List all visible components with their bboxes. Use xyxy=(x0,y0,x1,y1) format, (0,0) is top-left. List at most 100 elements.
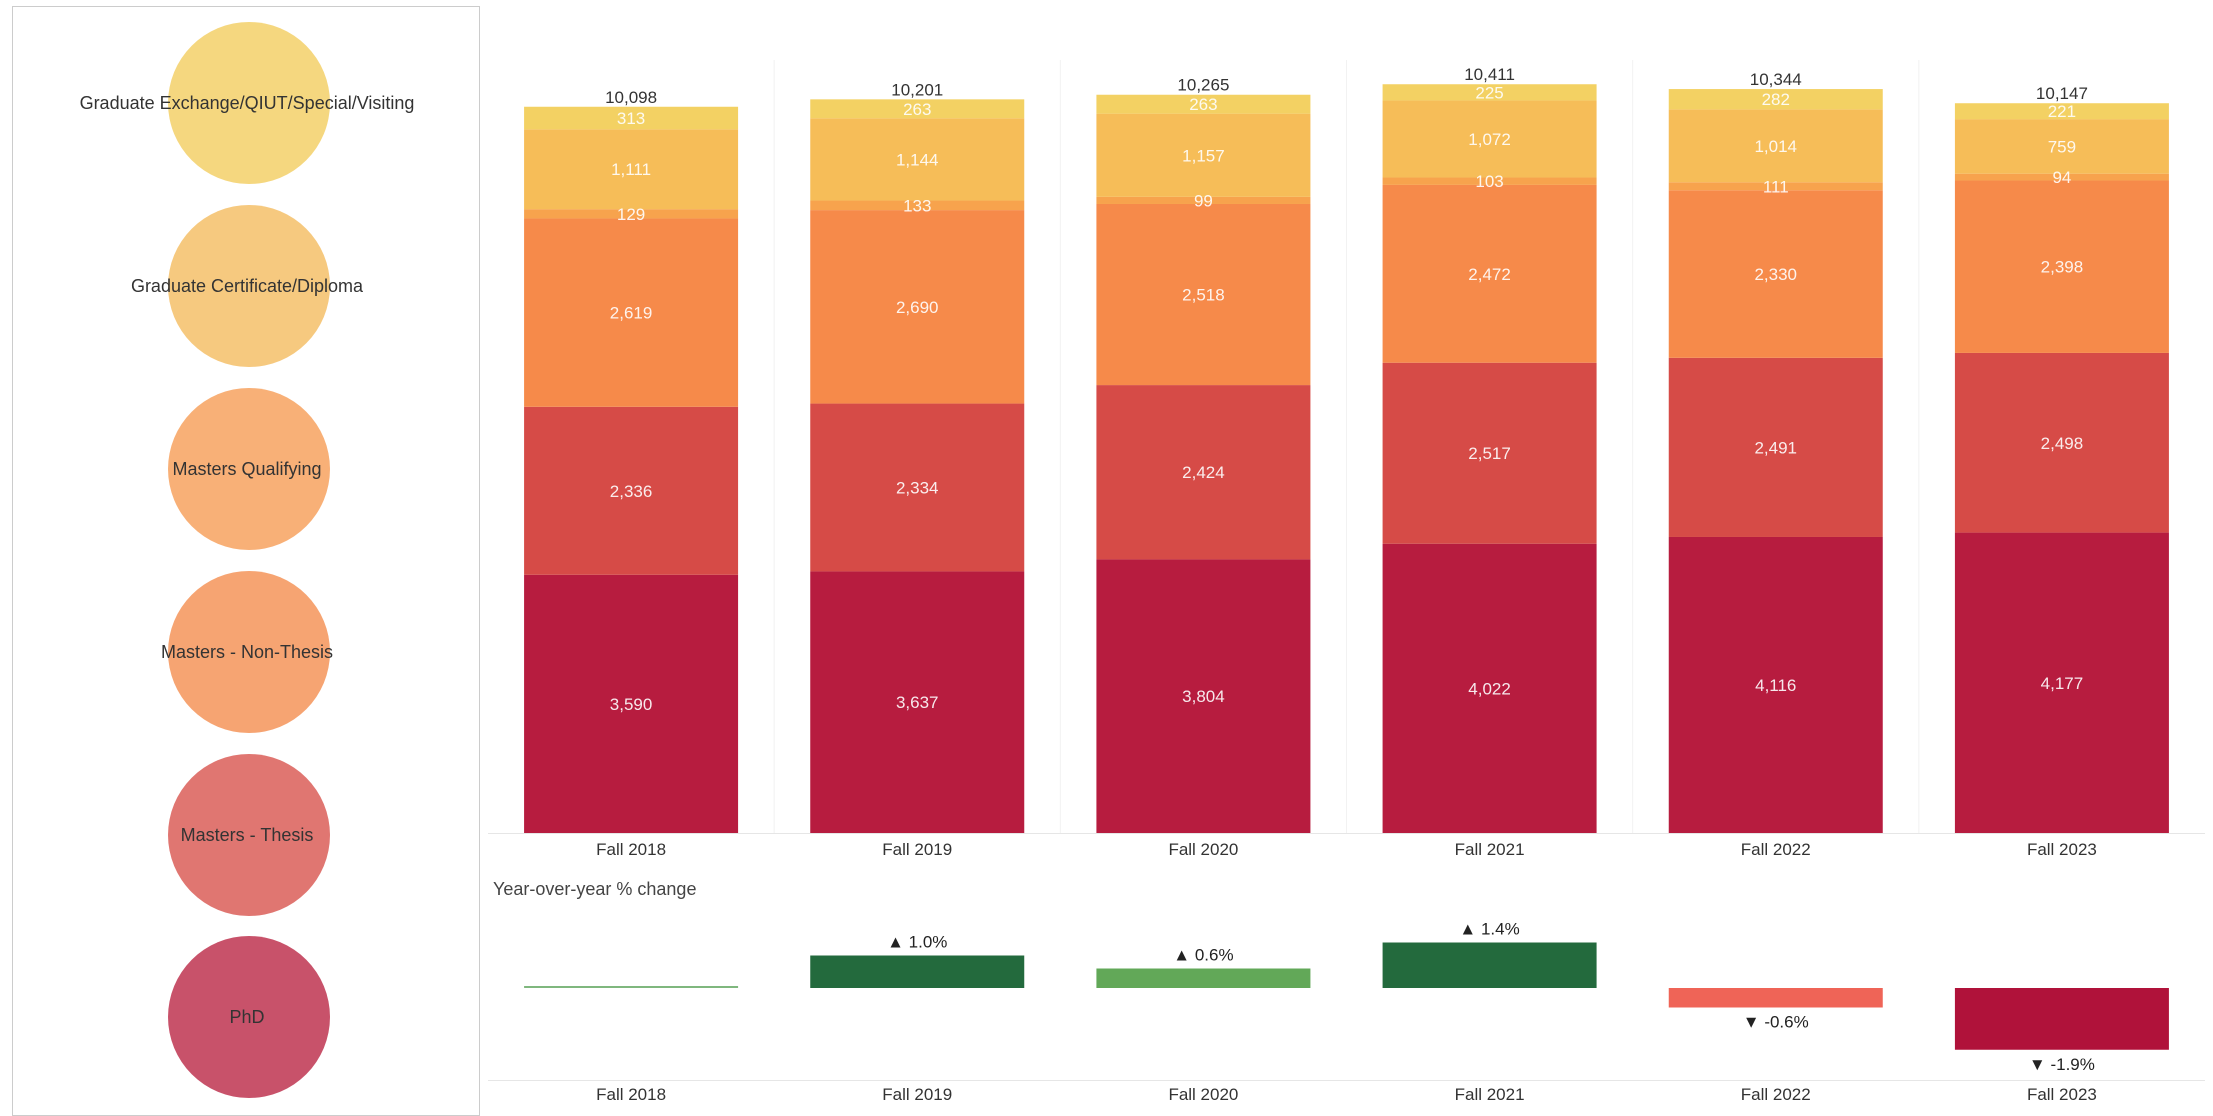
bar-segment[interactable] xyxy=(1954,173,2169,181)
legend-label: Graduate Certificate/Diploma xyxy=(130,276,364,296)
bar-segment[interactable] xyxy=(1096,385,1311,560)
segment-value-label: 2,330 xyxy=(1754,265,1797,284)
legend-item[interactable]: Masters - Thesis xyxy=(13,754,481,916)
yoy-x-tick-label: Fall 2020 xyxy=(1168,1085,1238,1104)
bar-segment[interactable] xyxy=(1668,182,1883,191)
segment-value-label: 2,472 xyxy=(1468,265,1511,284)
bar-segment[interactable] xyxy=(1382,184,1597,363)
segment-value-label: 263 xyxy=(903,100,931,119)
bar-segment[interactable] xyxy=(810,99,1025,119)
x-tick-label: Fall 2022 xyxy=(1741,840,1811,859)
yoy-chart-title: Year-over-year % change xyxy=(493,879,696,899)
bar-segment[interactable] xyxy=(1382,543,1597,833)
bar-segment[interactable] xyxy=(1954,180,2169,353)
bar-segment[interactable] xyxy=(1382,177,1597,185)
bar-segment[interactable] xyxy=(1954,532,2169,833)
segment-value-label: 4,116 xyxy=(1755,676,1796,695)
bar-segment[interactable] xyxy=(524,129,739,210)
segment-value-label: 2,336 xyxy=(610,482,653,501)
bar-segment[interactable] xyxy=(524,406,739,575)
bar-segment[interactable] xyxy=(1668,109,1883,183)
segment-value-label: 225 xyxy=(1475,83,1503,102)
segment-value-label: 1,144 xyxy=(896,150,939,169)
segment-value-label: 313 xyxy=(617,109,645,128)
segment-value-label: 99 xyxy=(1194,191,1213,210)
bar-segment[interactable] xyxy=(810,118,1025,201)
yoy-x-tick-label: Fall 2019 xyxy=(882,1085,952,1104)
legend-item[interactable]: Masters - Non-Thesis xyxy=(13,571,481,733)
x-tick-label: Fall 2023 xyxy=(2027,840,2097,859)
bar-segment[interactable] xyxy=(1668,536,1883,833)
yoy-bar[interactable] xyxy=(1382,942,1597,989)
bar-segment[interactable] xyxy=(524,106,739,130)
legend-label: Masters Qualifying xyxy=(172,459,322,479)
segment-value-label: 221 xyxy=(2048,102,2076,121)
bar-segment[interactable] xyxy=(810,403,1025,572)
bar-segment[interactable] xyxy=(1096,94,1311,114)
legend-item[interactable]: Masters Qualifying xyxy=(13,388,481,550)
bar-segment[interactable] xyxy=(1954,119,2169,174)
legend-item[interactable]: PhD xyxy=(13,936,481,1098)
total-value-label: 10,098 xyxy=(605,88,657,107)
total-value-label: 10,201 xyxy=(891,80,943,99)
segment-value-label: 1,157 xyxy=(1182,146,1225,165)
segment-value-label: 94 xyxy=(2052,168,2071,187)
yoy-value-label: ▲ 1.4% xyxy=(1459,920,1519,939)
bar-segment[interactable] xyxy=(1096,203,1311,386)
segment-value-label: 133 xyxy=(903,196,931,215)
yoy-value-label: ▲ 1.0% xyxy=(887,933,947,952)
yoy-bar[interactable] xyxy=(1668,988,1883,1008)
segment-value-label: 2,690 xyxy=(896,298,939,317)
bar-segment[interactable] xyxy=(1096,196,1311,204)
bar-segment[interactable] xyxy=(1382,362,1597,544)
bar-segment[interactable] xyxy=(1668,357,1883,537)
segment-value-label: 3,804 xyxy=(1182,687,1225,706)
segment-value-label: 1,111 xyxy=(611,160,651,179)
segment-value-label: 2,518 xyxy=(1182,286,1225,305)
legend-label: Masters - Non-Thesis xyxy=(160,642,334,662)
legend-swatch xyxy=(168,754,330,916)
legend-panel: Graduate Exchange/QIUT/Special/Visiting G… xyxy=(12,6,480,1116)
segment-value-label: 1,014 xyxy=(1754,137,1797,156)
yoy-x-tick-label: Fall 2022 xyxy=(1741,1085,1811,1104)
bar-segment[interactable] xyxy=(524,574,739,833)
bar-segment[interactable] xyxy=(1096,559,1311,833)
bar-segment[interactable] xyxy=(1668,190,1883,358)
bar-segment[interactable] xyxy=(1954,103,2169,120)
legend-swatch xyxy=(168,936,330,1098)
bar-segment[interactable] xyxy=(810,200,1025,211)
segment-value-label: 129 xyxy=(617,205,645,224)
legend-item[interactable]: Graduate Certificate/Diploma xyxy=(13,205,481,367)
bar-segment[interactable] xyxy=(524,218,739,407)
x-tick-label: Fall 2021 xyxy=(1455,840,1525,859)
bar-segment[interactable] xyxy=(810,210,1025,404)
segment-value-label: 2,619 xyxy=(610,304,653,323)
legend-swatch xyxy=(168,205,330,367)
legend-label: Masters - Thesis xyxy=(180,825,314,845)
yoy-bar[interactable] xyxy=(1954,988,2169,1050)
total-value-label: 10,411 xyxy=(1464,65,1515,84)
legend-item[interactable]: Graduate Exchange/QIUT/Special/Visiting xyxy=(13,22,481,184)
yoy-value-label: ▲ 0.6% xyxy=(1173,946,1233,965)
segment-value-label: 2,491 xyxy=(1754,438,1797,457)
bar-segment[interactable] xyxy=(524,209,739,219)
yoy-bar[interactable] xyxy=(810,955,1025,989)
bar-segment[interactable] xyxy=(1382,84,1597,101)
segment-value-label: 4,177 xyxy=(2041,674,2084,693)
yoy-bar[interactable] xyxy=(524,986,739,988)
bar-segment[interactable] xyxy=(1096,113,1311,197)
segment-value-label: 111 xyxy=(1763,177,1789,196)
x-tick-label: Fall 2019 xyxy=(882,840,952,859)
legend-swatch xyxy=(168,388,330,550)
total-value-label: 10,147 xyxy=(2036,84,2088,103)
yoy-value-label: ▼ -0.6% xyxy=(1743,1013,1809,1032)
segment-value-label: 2,517 xyxy=(1468,444,1511,463)
bar-segment[interactable] xyxy=(810,571,1025,833)
segment-value-label: 2,398 xyxy=(2041,258,2084,277)
total-value-label: 10,265 xyxy=(1177,76,1229,95)
bar-segment[interactable] xyxy=(1668,89,1883,110)
legend-label: Graduate Exchange/QIUT/Special/Visiting xyxy=(79,93,415,113)
bar-segment[interactable] xyxy=(1954,352,2169,533)
yoy-bar[interactable] xyxy=(1096,968,1311,989)
bar-segment[interactable] xyxy=(1382,100,1597,178)
